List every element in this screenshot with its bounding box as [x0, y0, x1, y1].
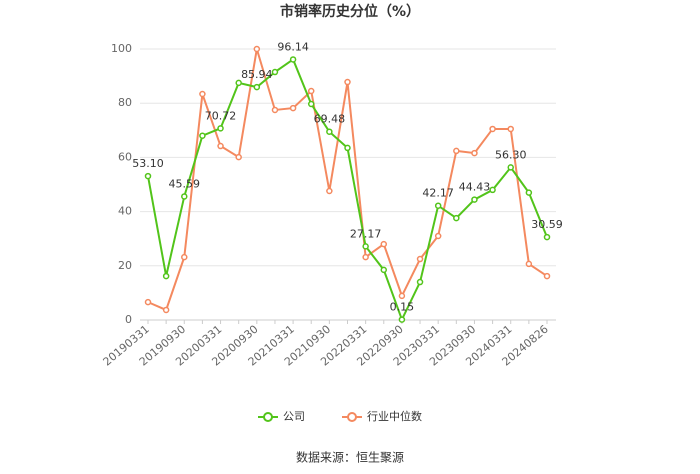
point: [181, 253, 188, 261]
point: [289, 104, 297, 112]
point: [162, 306, 170, 314]
point: [344, 78, 351, 86]
point: [543, 233, 551, 241]
point: [489, 186, 496, 194]
point: [217, 142, 224, 150]
data-label: 85.94: [241, 68, 273, 81]
point: [380, 266, 388, 274]
point: [253, 83, 261, 91]
point: [217, 125, 224, 132]
point: [199, 90, 206, 98]
legend-marker: [263, 412, 273, 422]
point: [289, 56, 297, 63]
point: [362, 253, 369, 261]
point: [162, 272, 170, 280]
point: [253, 45, 261, 53]
point: [307, 100, 315, 108]
point: [507, 164, 514, 171]
data-label: 30.59: [531, 218, 563, 231]
data-label: 96.14: [277, 40, 309, 53]
data-label: 44.43: [459, 181, 491, 194]
point: [453, 147, 460, 155]
data-label: 42.17: [422, 187, 454, 200]
point: [434, 232, 442, 240]
point: [380, 240, 388, 248]
point: [235, 79, 242, 87]
point: [434, 202, 442, 209]
point: [416, 278, 424, 286]
y-tick-label: 40: [118, 205, 132, 218]
point: [344, 144, 351, 152]
y-tick-label: 60: [118, 150, 132, 163]
data-label: 27.17: [350, 227, 382, 240]
point: [235, 153, 242, 161]
point: [181, 193, 188, 200]
legend-marker: [347, 412, 357, 422]
point: [144, 172, 152, 180]
point: [489, 125, 496, 133]
point: [307, 87, 315, 95]
point: [525, 189, 533, 196]
point: [362, 243, 369, 250]
y-tick-label: 80: [118, 96, 132, 109]
point: [398, 316, 406, 323]
point: [199, 132, 206, 139]
point: [398, 292, 406, 300]
series-line: [147, 48, 548, 312]
point: [326, 187, 333, 195]
point: [271, 106, 279, 114]
point: [525, 260, 533, 268]
data-label: 70.72: [205, 109, 237, 122]
point: [271, 68, 279, 76]
point: [471, 149, 478, 157]
point: [453, 214, 460, 222]
y-tick-label: 0: [125, 313, 132, 326]
legend-label: 行业中位数: [367, 409, 422, 423]
legend-label: 公司: [283, 410, 305, 423]
point: [144, 298, 152, 306]
point: [507, 125, 514, 133]
data-label: 56.30: [495, 148, 527, 161]
y-tick-label: 20: [118, 259, 132, 272]
point: [543, 272, 551, 280]
data-label: 53.10: [132, 157, 164, 170]
data-label: 69.48: [314, 113, 346, 126]
point: [471, 196, 478, 203]
source: 数据来源：恒生聚源: [296, 450, 404, 465]
point: [416, 255, 424, 263]
data-label: 45.59: [169, 177, 201, 190]
data-label: 0.15: [390, 301, 415, 314]
chart-title: 市销率历史分位（%）: [280, 3, 420, 20]
point: [326, 128, 333, 135]
y-tick-label: 100: [111, 42, 132, 55]
